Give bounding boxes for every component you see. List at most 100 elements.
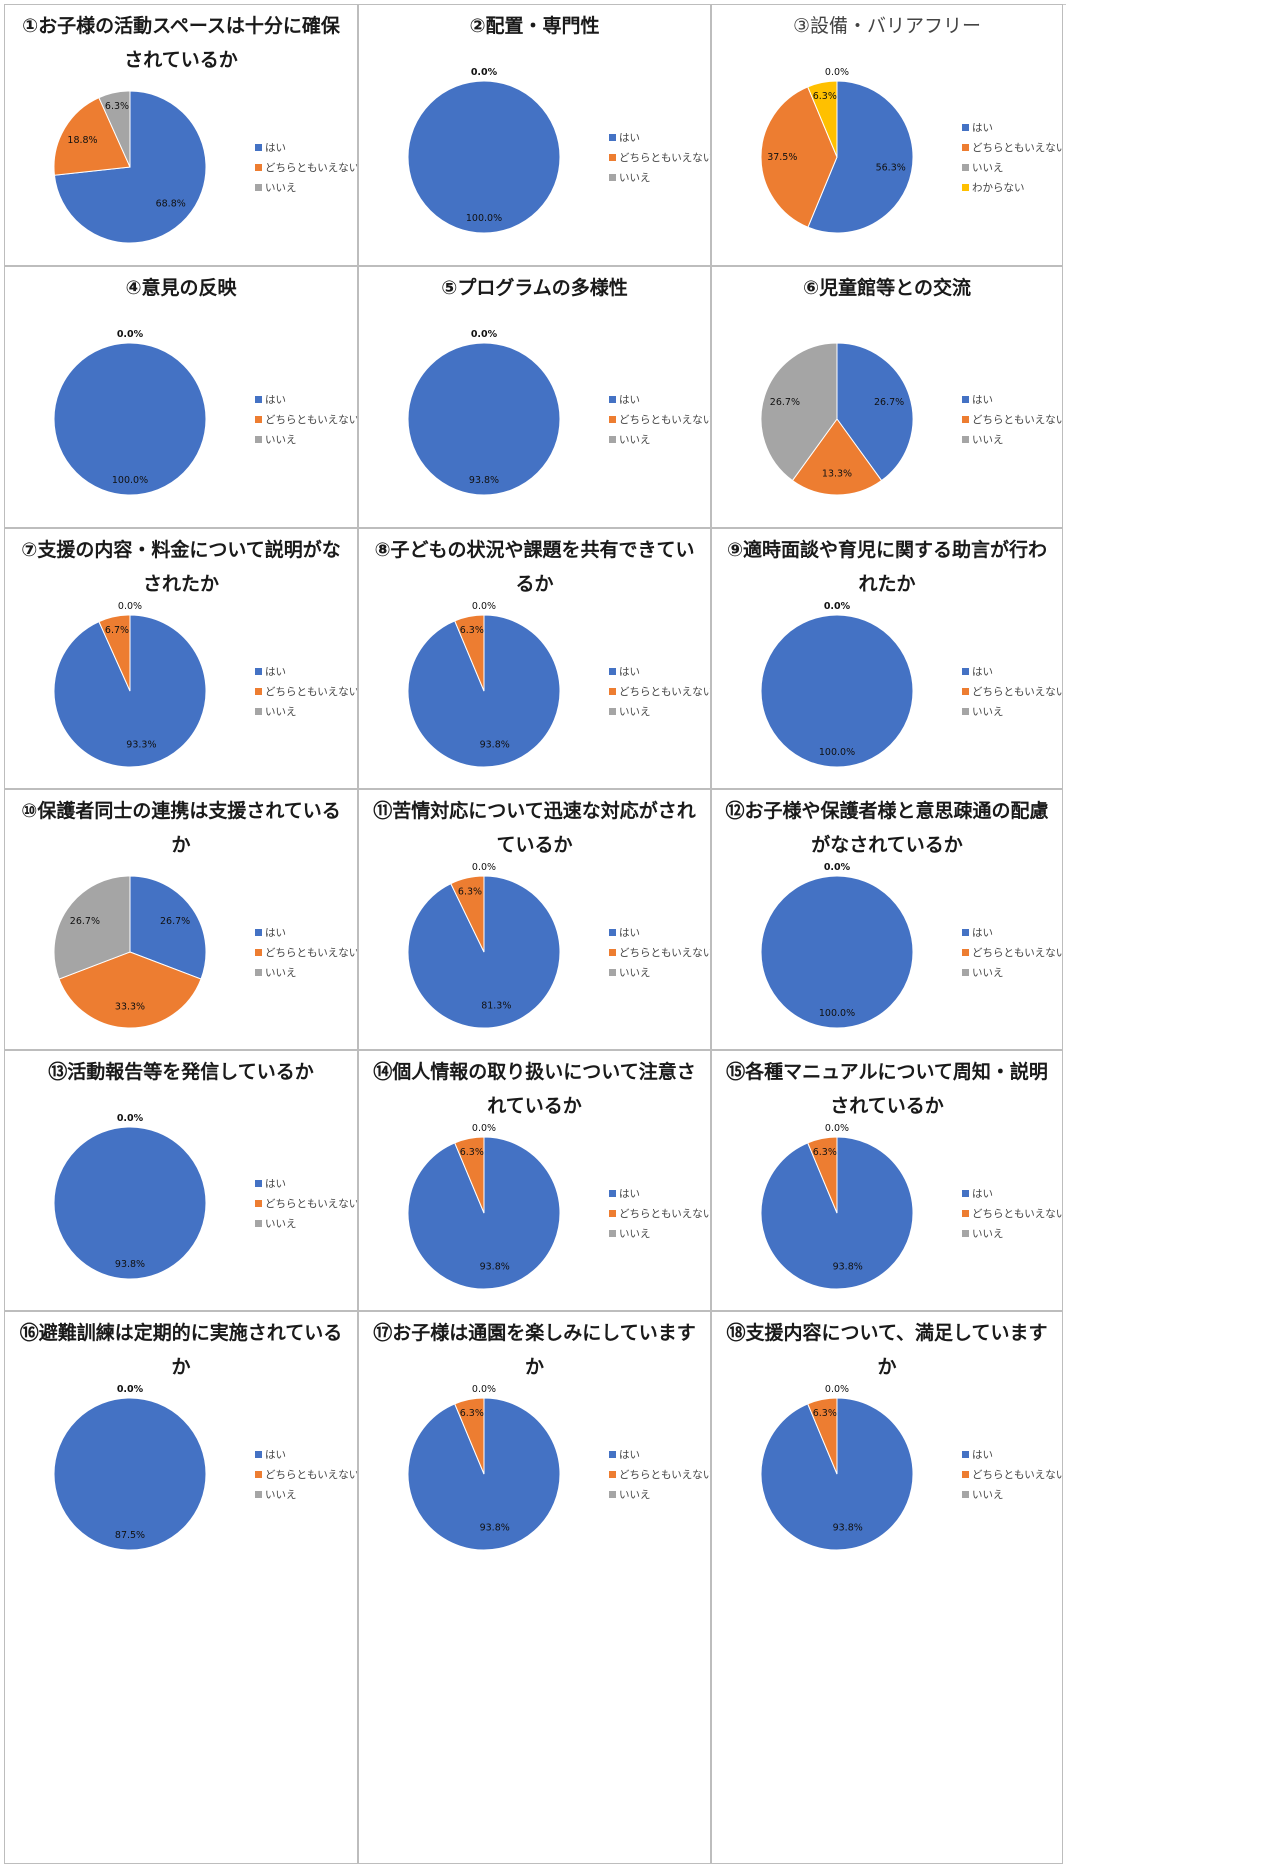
legend-swatch (255, 707, 262, 715)
legend-swatch (962, 183, 969, 191)
legend-item: どちらともいえない (255, 681, 357, 701)
legend-label: いいえ (619, 1488, 651, 1501)
legend-item: いいえ (962, 962, 1062, 982)
legend-label: はい (972, 1187, 993, 1200)
legend-swatch (255, 1450, 262, 1458)
data-label: 6.3% (460, 625, 484, 636)
legend-label: どちらともいえない (619, 1207, 711, 1220)
legend-label: はい (619, 393, 640, 406)
legend-swatch (255, 1199, 262, 1207)
legend-swatch (255, 667, 262, 675)
legend-label: いいえ (265, 181, 297, 194)
legend-label: どちらともいえない (619, 946, 711, 959)
data-label: 26.7% (874, 397, 904, 408)
chart-legend: はいどちらともいえない いいえ (609, 1444, 711, 1504)
legend-label: どちらともいえない (265, 161, 358, 174)
legend-swatch (255, 928, 262, 936)
legend-item: はい (255, 137, 357, 157)
legend-item: いいえ (962, 429, 1062, 449)
legend-swatch (255, 1470, 262, 1478)
legend-label: どちらともいえない (972, 1207, 1063, 1220)
chart-legend: はい どちらともいえない いいえ わからない (962, 117, 1063, 197)
legend-label: いいえ (972, 433, 1004, 446)
data-label: 100.0% (112, 475, 148, 486)
legend-label: はい (972, 121, 993, 134)
data-label: 0.0% (117, 1113, 144, 1124)
legend-label: はい (972, 393, 993, 406)
legend-label: はい (619, 1187, 640, 1200)
legend-label: どちらともいえない (619, 685, 711, 698)
chart-panel-17: ⑰お子様は通園を楽しみにしていますか 93.8% 6.3% 0.0% はい どちらともいえ… (358, 1311, 711, 1864)
data-label: 6.3% (460, 1147, 484, 1158)
legend-swatch (609, 687, 616, 695)
data-label: 68.8% (156, 199, 186, 210)
legend-item: はい (255, 661, 357, 681)
pie-slice-どちらともいえない (454, 1136, 485, 1214)
legend-swatch (255, 968, 262, 976)
pie-chart: 100.0% 0.0% (53, 329, 207, 496)
pie-chart: 93.8% 6.3% 0.0% (760, 1123, 914, 1290)
data-label: 6.7% (105, 625, 129, 636)
chart-title: ⑧子どもの状況や課題を共有できているか (374, 539, 695, 595)
legend-item: はい (962, 117, 1062, 137)
data-label: 0.0% (472, 601, 496, 612)
legend-swatch (609, 707, 616, 715)
data-label: 0.0% (117, 329, 144, 340)
legend-swatch (609, 1189, 616, 1197)
chart-legend: はいどちらともいえない いいえ (255, 137, 358, 197)
pie-slice-どちらともいえない (791, 418, 883, 496)
legend-label: はい (265, 665, 286, 678)
legend-label: どちらともいえない (972, 685, 1063, 698)
legend-swatch (962, 707, 969, 715)
legend-item: いいえ (255, 1484, 357, 1504)
legend-swatch (609, 173, 616, 181)
data-label: 0.0% (825, 67, 849, 78)
legend-swatch (609, 1229, 616, 1237)
legend-label: はい (265, 926, 286, 939)
pie-chart: 26.7% 13.3% 26.7% (760, 342, 914, 496)
pie-slice-いいえ (53, 875, 131, 980)
data-label: 87.5% (115, 1530, 145, 1541)
legend-label: どちらともいえない (972, 141, 1063, 154)
legend-label: いいえ (972, 1488, 1004, 1501)
legend-swatch (962, 415, 969, 423)
chart-panel-12: ⑫お子様や保護者様と意思疎通の配慮がなされているか 100.0% 0.0% はい どちら… (711, 789, 1063, 1050)
legend-item: いいえ (609, 1223, 710, 1243)
chart-panel-10: ⑩保護者同士の連携は支援されているか 26.7% 33.3% 26.7% はい どちらとも… (4, 789, 358, 1050)
legend-item: はい (255, 1173, 357, 1193)
legend-item: はい (609, 1444, 710, 1464)
legend-label: はい (619, 665, 640, 678)
legend-item: はい (962, 389, 1062, 409)
legend-label: どちらともいえない (619, 1468, 711, 1481)
data-label: 0.0% (472, 1384, 496, 1395)
data-label: 0.0% (472, 1123, 496, 1134)
chart-legend: はい どちらともいえない いいえ (609, 661, 711, 721)
data-label: 93.8% (833, 1523, 863, 1534)
pie-slice-どちらともいえない (450, 875, 485, 953)
legend-item: はい (962, 1183, 1062, 1203)
chart-title: ③設備・バリアフリー (792, 15, 982, 37)
legend-item: はい (609, 922, 710, 942)
legend-item: はい (255, 1444, 357, 1464)
legend-label: はい (619, 131, 640, 144)
legend-item: どちらともいえない (609, 942, 711, 962)
chart-panel-2: ②配置・専門性 100.0% 0.0% はい どちらともいえない いいえ (358, 4, 711, 266)
chart-legend: はい どちらともいえない いいえ (962, 1183, 1063, 1243)
legend-swatch (962, 928, 969, 936)
legend-item: どちらともいえない (609, 409, 710, 429)
legend-label: どちらともいえない (265, 1468, 358, 1481)
chart-title: ⑥児童館等との交流 (803, 277, 971, 299)
legend-label: いいえ (619, 966, 651, 979)
data-label: 6.3% (460, 1408, 484, 1419)
legend-swatch (609, 153, 616, 161)
chart-legend: はい どちらともいえない いいえ (255, 389, 357, 449)
chart-legend: はいどちらともいえない いいえ (962, 389, 1063, 449)
legend-item: はい (609, 1183, 710, 1203)
data-label: 0.0% (825, 1123, 849, 1134)
pie-chart: 56.3% 37.5% 0.0% 6.3% (760, 67, 914, 234)
legend-swatch (962, 968, 969, 976)
chart-legend: はいどちらともいえない いいえ (609, 922, 711, 982)
legend-swatch (609, 395, 616, 403)
legend-label: どちらともいえない (972, 413, 1063, 426)
legend-item: いいえ (609, 167, 710, 187)
